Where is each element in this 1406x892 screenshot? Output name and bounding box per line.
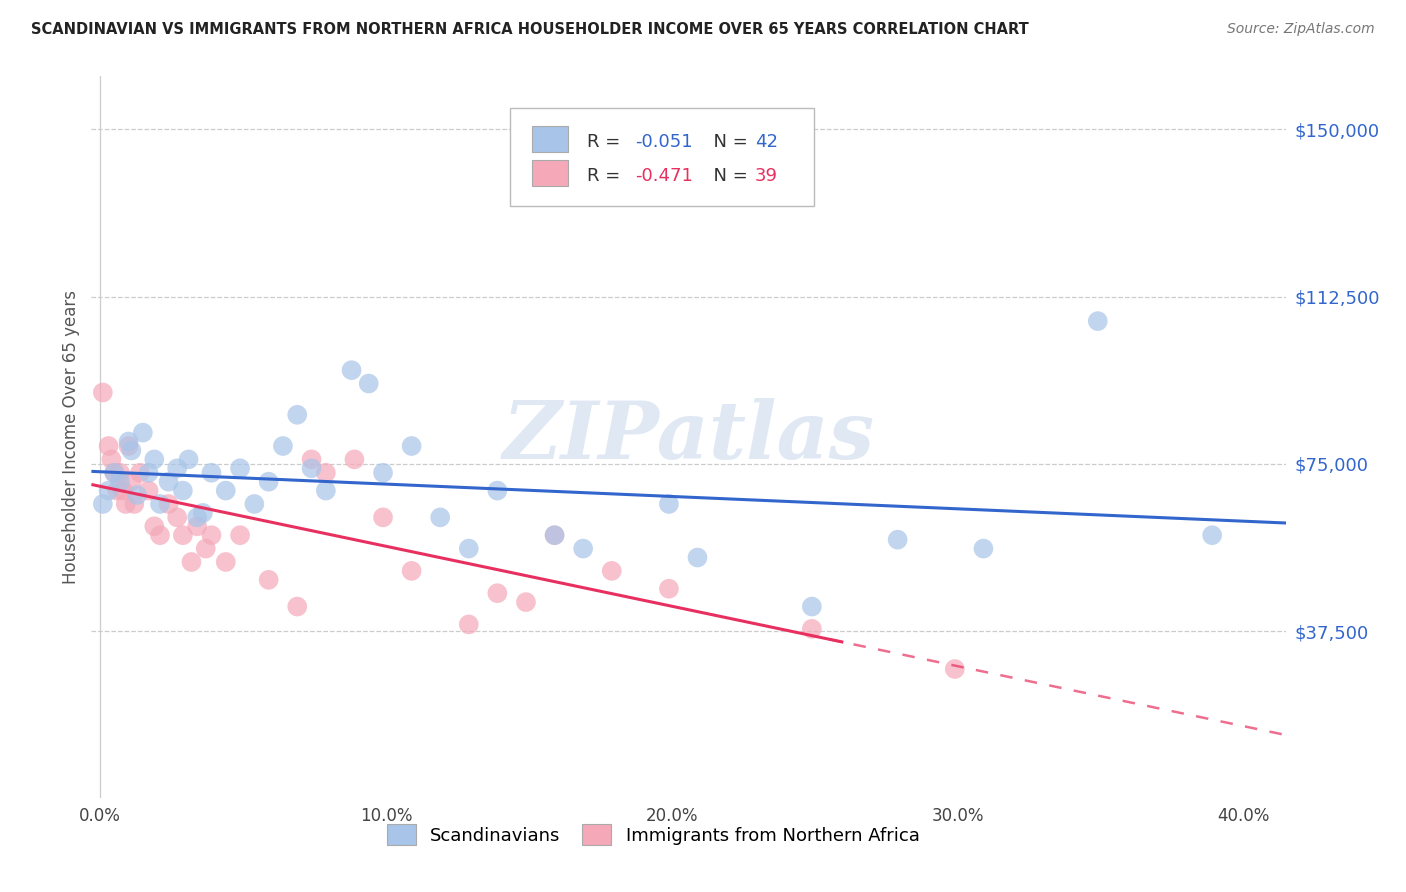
Point — [229, 528, 252, 542]
Point — [429, 510, 451, 524]
Point — [800, 622, 823, 636]
Point — [572, 541, 595, 556]
Point — [180, 555, 202, 569]
Point — [186, 510, 208, 524]
Point — [111, 483, 134, 498]
Point — [172, 483, 194, 498]
Point — [120, 443, 142, 458]
Point — [105, 483, 128, 498]
Text: 42: 42 — [755, 133, 778, 151]
Point — [120, 475, 142, 489]
Point — [357, 376, 380, 391]
Text: SCANDINAVIAN VS IMMIGRANTS FROM NORTHERN AFRICA HOUSEHOLDER INCOME OVER 65 YEARS: SCANDINAVIAN VS IMMIGRANTS FROM NORTHERN… — [31, 22, 1029, 37]
Point — [138, 483, 160, 498]
Point — [457, 617, 479, 632]
Point — [1087, 314, 1109, 328]
Point — [132, 425, 155, 440]
Point — [686, 550, 709, 565]
FancyBboxPatch shape — [533, 161, 568, 186]
Point — [157, 497, 180, 511]
Point — [371, 466, 394, 480]
Text: -0.471: -0.471 — [636, 168, 693, 186]
Point — [401, 564, 423, 578]
Point — [301, 452, 323, 467]
Point — [157, 475, 180, 489]
Point — [91, 497, 114, 511]
FancyBboxPatch shape — [533, 126, 568, 152]
Point — [1201, 528, 1223, 542]
Point — [100, 452, 122, 467]
Point — [149, 528, 172, 542]
Point — [315, 466, 337, 480]
Point — [172, 528, 194, 542]
Point — [886, 533, 908, 547]
Point — [127, 488, 149, 502]
Point — [243, 497, 266, 511]
Point — [200, 466, 222, 480]
Point — [186, 519, 208, 533]
Point — [114, 497, 136, 511]
Point — [194, 541, 217, 556]
Point — [166, 510, 188, 524]
Point — [285, 599, 308, 614]
Point — [97, 439, 120, 453]
Point — [343, 452, 366, 467]
Text: -0.051: -0.051 — [636, 133, 693, 151]
Point — [166, 461, 188, 475]
Point — [143, 452, 166, 467]
Text: N =: N = — [702, 168, 754, 186]
Text: N =: N = — [702, 133, 754, 151]
Point — [543, 528, 565, 542]
Point — [215, 555, 238, 569]
Text: R =: R = — [588, 168, 626, 186]
Point — [658, 497, 681, 511]
Point — [457, 541, 479, 556]
FancyBboxPatch shape — [509, 108, 814, 206]
Y-axis label: Householder Income Over 65 years: Householder Income Over 65 years — [62, 290, 80, 584]
Legend: Scandinavians, Immigrants from Northern Africa: Scandinavians, Immigrants from Northern … — [378, 815, 928, 855]
Point — [658, 582, 681, 596]
Point — [972, 541, 994, 556]
Point — [301, 461, 323, 475]
Point — [257, 475, 280, 489]
Point — [129, 466, 152, 480]
Point — [943, 662, 966, 676]
Point — [486, 586, 509, 600]
Point — [124, 497, 146, 511]
Point — [108, 466, 131, 480]
Point — [215, 483, 238, 498]
Point — [177, 452, 200, 467]
Point — [138, 466, 160, 480]
Point — [103, 466, 125, 480]
Point — [91, 385, 114, 400]
Point — [117, 434, 139, 449]
Text: ZIPatlas: ZIPatlas — [503, 399, 875, 475]
Point — [486, 483, 509, 498]
Point — [200, 528, 222, 542]
Point — [401, 439, 423, 453]
Text: R =: R = — [588, 133, 626, 151]
Point — [103, 466, 125, 480]
Point — [371, 510, 394, 524]
Point — [97, 483, 120, 498]
Point — [285, 408, 308, 422]
Point — [543, 528, 565, 542]
Point — [257, 573, 280, 587]
Point — [600, 564, 623, 578]
Point — [340, 363, 363, 377]
Point — [149, 497, 172, 511]
Point — [271, 439, 294, 453]
Point — [315, 483, 337, 498]
Point — [800, 599, 823, 614]
Point — [229, 461, 252, 475]
Point — [191, 506, 214, 520]
Point — [143, 519, 166, 533]
Point — [515, 595, 537, 609]
Text: 39: 39 — [755, 168, 778, 186]
Point — [108, 475, 131, 489]
Text: Source: ZipAtlas.com: Source: ZipAtlas.com — [1227, 22, 1375, 37]
Point — [117, 439, 139, 453]
